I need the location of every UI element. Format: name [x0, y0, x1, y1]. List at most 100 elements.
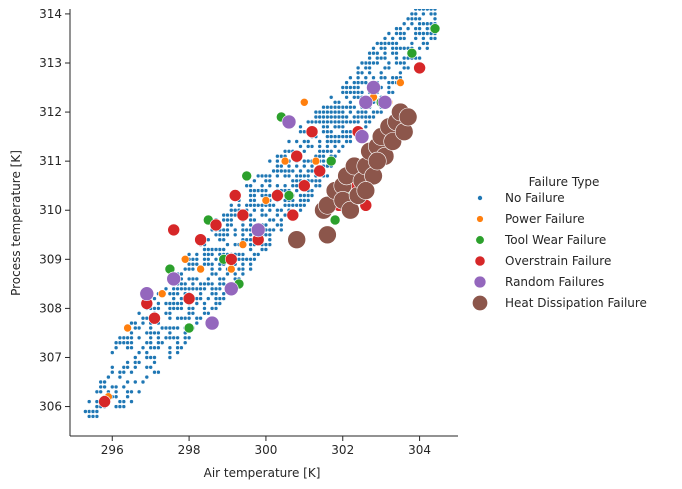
no-failure-point	[263, 242, 269, 247]
no-failure-point	[182, 286, 188, 292]
no-failure-point	[152, 296, 157, 301]
x-ticks: 296 298 300 302 304	[101, 436, 431, 457]
no-failure-point	[206, 276, 211, 282]
no-failure-point	[125, 364, 130, 370]
no-failure-point	[321, 124, 326, 130]
no-failure-point	[317, 144, 323, 149]
no-failure-point	[286, 168, 292, 174]
no-failure-point	[424, 26, 430, 31]
no-failure-point	[267, 173, 273, 179]
overstrain-failure-point	[313, 164, 327, 178]
no-failure-point	[229, 217, 234, 223]
no-failure-point	[275, 212, 280, 218]
no-failure-point	[202, 286, 207, 292]
no-failure-point	[351, 85, 357, 90]
no-failure-point	[286, 173, 292, 179]
no-failure-point	[301, 203, 307, 208]
no-failure-point	[401, 65, 407, 71]
no-failure-point	[336, 139, 342, 144]
no-failure-point	[382, 65, 388, 71]
no-failure-point	[386, 65, 392, 71]
no-failure-point	[202, 252, 207, 257]
no-failure-point	[148, 325, 153, 331]
no-failure-point	[340, 129, 346, 134]
no-failure-point	[209, 281, 215, 287]
no-failure-point	[209, 271, 215, 277]
no-failure-point	[140, 320, 146, 326]
no-failure-point	[248, 266, 253, 272]
no-failure-point	[336, 100, 342, 105]
no-failure-point	[390, 50, 396, 56]
random-failures-point	[358, 95, 374, 110]
no-failure-point	[305, 198, 311, 203]
no-failure-point	[236, 266, 242, 272]
no-failure-point	[225, 242, 230, 247]
no-failure-point	[129, 335, 134, 341]
no-failure-point	[398, 36, 403, 41]
no-failure-point	[232, 207, 238, 213]
no-failure-point	[136, 389, 142, 395]
no-failure-point	[413, 16, 419, 22]
no-failure-point	[301, 163, 307, 169]
no-failure-point	[248, 261, 253, 267]
tool-wear-failure-point	[283, 190, 295, 201]
no-failure-point	[144, 340, 150, 346]
no-failure-point	[186, 315, 192, 321]
no-failure-point	[117, 374, 123, 380]
no-failure-point	[275, 153, 280, 159]
no-failure-point	[113, 340, 119, 346]
no-failure-point	[182, 281, 188, 287]
no-failure-point	[428, 9, 434, 12]
no-failure-point	[321, 153, 326, 159]
no-failure-point	[167, 310, 173, 316]
no-failure-point	[125, 360, 130, 365]
no-failure-point	[309, 193, 315, 198]
no-failure-point	[83, 409, 88, 414]
no-failure-point	[417, 16, 422, 22]
no-failure-point	[252, 178, 257, 184]
no-failure-point	[305, 119, 311, 125]
no-failure-point	[152, 369, 157, 375]
no-failure-point	[121, 384, 127, 390]
no-failure-point	[194, 256, 200, 262]
no-failure-point	[267, 207, 273, 213]
no-failure-point	[429, 2, 433, 6]
no-failure-point	[371, 114, 376, 120]
no-failure-point	[152, 306, 157, 311]
x-axis-label: Air temperature [K]	[204, 466, 321, 480]
no-failure-point	[202, 306, 207, 311]
no-failure-point	[167, 315, 173, 321]
no-failure-point	[332, 134, 338, 139]
no-failure-point	[244, 256, 249, 262]
no-failure-point	[110, 384, 115, 390]
no-failure-point	[363, 65, 369, 71]
no-failure-point	[340, 104, 346, 110]
no-failure-point	[378, 70, 384, 76]
no-failure-point	[332, 119, 338, 125]
power-failure-point	[261, 196, 271, 205]
no-failure-point	[328, 119, 334, 125]
no-failure-point	[229, 207, 234, 213]
no-failure-point	[328, 109, 334, 115]
x-tick-label: 298	[178, 443, 201, 457]
no-failure-point	[363, 114, 369, 120]
no-failure-point	[278, 163, 284, 169]
no-failure-point	[309, 188, 315, 193]
no-failure-point	[313, 183, 319, 188]
no-failure-point	[113, 394, 119, 400]
no-failure-point	[340, 119, 346, 125]
no-failure-point	[321, 104, 326, 110]
no-failure-point	[390, 90, 396, 95]
no-failure-point	[229, 212, 234, 218]
no-failure-point	[206, 252, 211, 257]
no-failure-point	[190, 266, 196, 272]
no-failure-point	[386, 31, 392, 36]
no-failure-point	[359, 90, 365, 95]
no-failure-point	[425, 0, 429, 1]
legend-entry-label: Random Failures	[505, 275, 604, 289]
no-failure-point	[317, 114, 323, 120]
no-failure-point	[367, 50, 372, 56]
no-failure-point	[98, 379, 103, 385]
no-failure-point	[175, 291, 180, 297]
no-failure-point	[213, 286, 219, 292]
